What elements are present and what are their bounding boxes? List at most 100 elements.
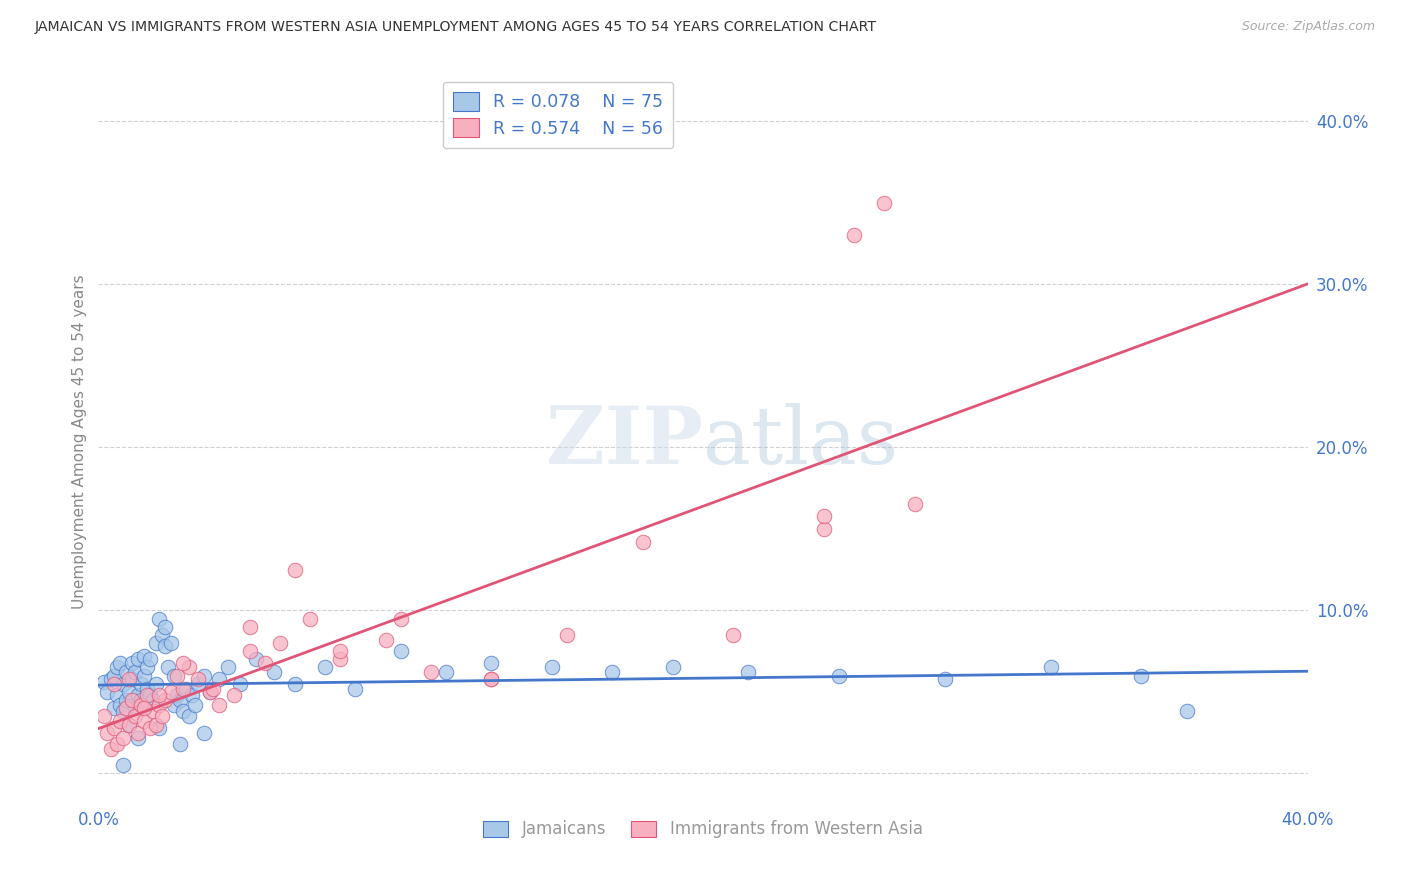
Point (103, 668, 125, 682)
Point (153, 693, 176, 707)
Point (139, 721, 162, 735)
Point (105, 660, 128, 674)
Point (127, 688, 149, 702)
Point (314, 660, 336, 674)
Point (124, 709, 146, 723)
Point (1130, 668, 1153, 682)
Point (374, 632, 396, 647)
Point (153, 620, 176, 634)
Point (148, 688, 170, 702)
Point (163, 698, 186, 712)
Point (148, 611, 170, 625)
Point (166, 688, 188, 702)
Point (245, 652, 267, 666)
Point (661, 660, 683, 674)
Point (284, 677, 307, 691)
Point (156, 660, 179, 674)
Point (108, 714, 131, 729)
Point (100, 672, 122, 686)
Point (202, 681, 225, 696)
Point (481, 656, 503, 670)
Point (163, 668, 186, 682)
Point (217, 660, 239, 674)
Point (145, 677, 167, 691)
Point (105, 688, 128, 702)
Point (127, 731, 149, 745)
Point (148, 721, 170, 735)
Point (127, 725, 149, 739)
Point (114, 701, 136, 715)
Point (481, 672, 503, 686)
Point (142, 693, 165, 707)
Point (142, 705, 165, 719)
Point (111, 677, 134, 691)
Point (193, 668, 215, 682)
Point (96, 685, 118, 699)
Point (150, 709, 173, 723)
Point (150, 628, 173, 642)
Point (127, 652, 149, 666)
Point (813, 522, 835, 536)
Point (111, 758, 134, 772)
Point (132, 668, 155, 682)
Point (284, 563, 307, 577)
Point (169, 737, 191, 751)
Point (934, 672, 956, 686)
Point (187, 677, 209, 691)
Text: Source: ZipAtlas.com: Source: ZipAtlas.com (1241, 20, 1375, 33)
Point (139, 652, 162, 666)
Point (540, 660, 562, 674)
Text: atlas: atlas (703, 402, 898, 481)
Point (93, 709, 115, 723)
Point (1039, 660, 1062, 674)
Point (121, 693, 143, 707)
Point (179, 660, 201, 674)
Point (184, 698, 207, 712)
Point (229, 677, 252, 691)
Point (187, 672, 209, 686)
Legend: Jamaicans, Immigrants from Western Asia: Jamaicans, Immigrants from Western Asia (477, 814, 929, 845)
Point (118, 685, 141, 699)
Point (96, 725, 118, 739)
Point (118, 672, 141, 686)
Point (108, 698, 131, 712)
Point (828, 668, 851, 682)
Point (481, 672, 503, 686)
Point (114, 665, 136, 680)
Point (172, 656, 194, 670)
Point (179, 709, 201, 723)
Point (118, 717, 141, 731)
Point (389, 611, 412, 625)
Point (132, 648, 155, 663)
Point (105, 737, 128, 751)
Point (208, 698, 231, 712)
Point (224, 688, 246, 702)
Point (239, 644, 262, 658)
Point (160, 685, 183, 699)
Point (135, 688, 157, 702)
Point (172, 705, 194, 719)
Point (129, 698, 152, 712)
Point (1175, 705, 1198, 719)
Point (631, 534, 654, 549)
Point (132, 701, 155, 715)
Point (208, 672, 231, 686)
Point (129, 693, 152, 707)
Point (263, 665, 285, 680)
Text: ZIP: ZIP (546, 402, 703, 481)
Point (103, 677, 125, 691)
Point (181, 688, 204, 702)
Point (329, 644, 352, 658)
Point (93, 675, 115, 690)
Point (737, 665, 759, 680)
Point (813, 508, 835, 523)
Point (299, 611, 322, 625)
Point (269, 636, 291, 650)
Point (172, 681, 194, 696)
Point (873, 195, 896, 210)
Point (135, 681, 157, 696)
Point (100, 742, 122, 756)
Point (124, 665, 146, 680)
Point (555, 628, 578, 642)
Point (602, 665, 624, 680)
